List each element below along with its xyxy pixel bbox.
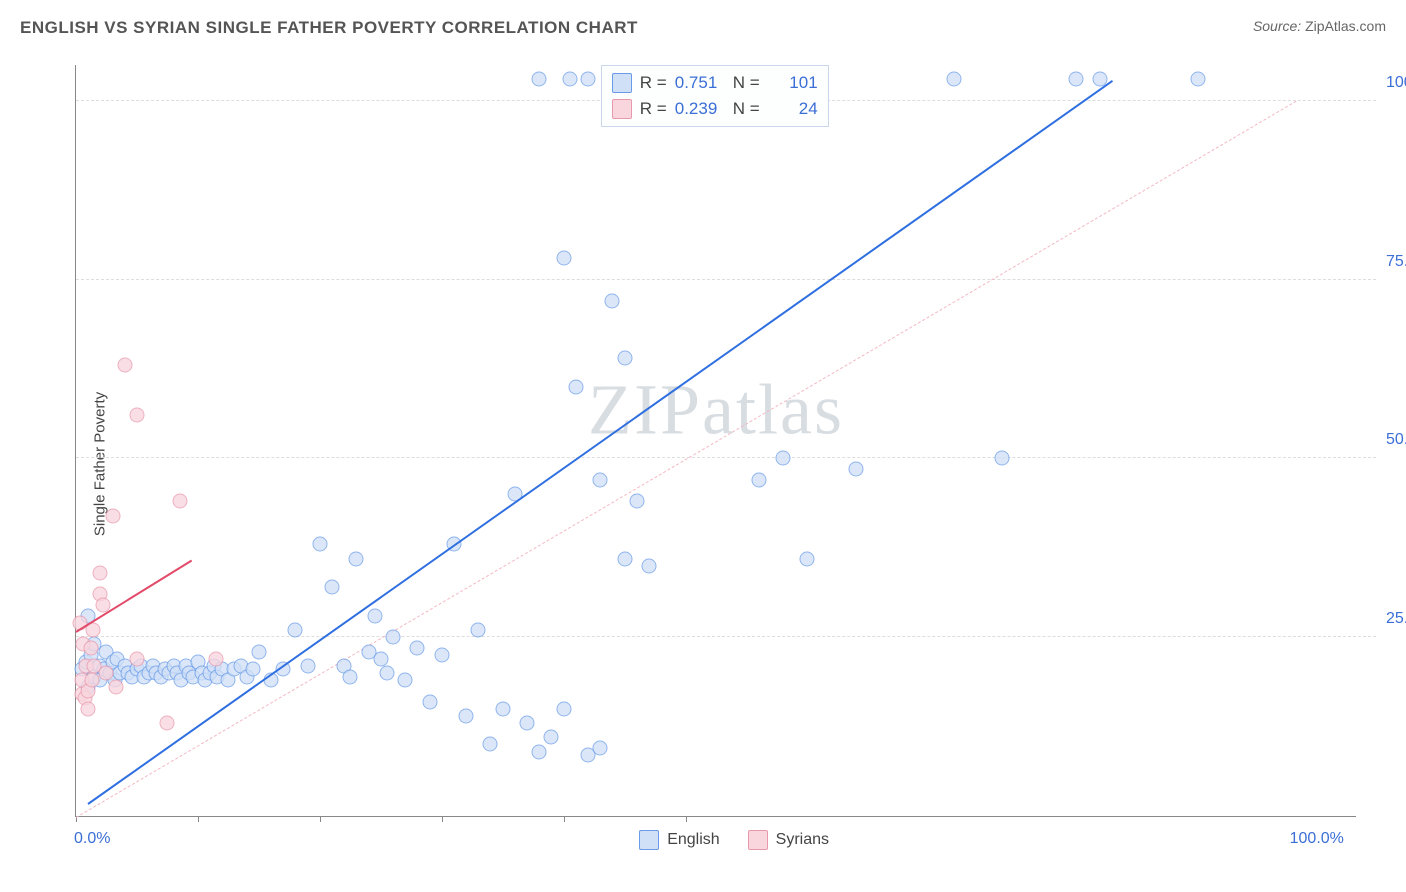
scatter-point-english [398, 673, 413, 688]
gridline [76, 457, 1376, 458]
series-legend: English Syrians [639, 830, 829, 850]
scatter-point-english [544, 730, 559, 745]
legend-r-label: R = [640, 73, 667, 93]
x-tick-mark [442, 816, 443, 822]
scatter-point-english [581, 72, 596, 87]
legend-r-label: R = [640, 99, 667, 119]
x-tick-mark [198, 816, 199, 822]
scatter-point-english [251, 644, 266, 659]
scatter-point-english [471, 623, 486, 638]
scatter-point-english [373, 651, 388, 666]
y-tick-label: 50.0% [1376, 431, 1406, 449]
scatter-point-english [593, 741, 608, 756]
x-tick-mark [320, 816, 321, 822]
scatter-point-syrians [105, 508, 120, 523]
scatter-point-syrians [84, 673, 99, 688]
scatter-point-english [568, 379, 583, 394]
legend-n-label: N = [733, 99, 760, 119]
gridline [76, 279, 1376, 280]
scatter-point-english [349, 551, 364, 566]
series-legend-item-syrians: Syrians [748, 830, 829, 850]
identity-dashline [76, 101, 1296, 818]
series-legend-label: Syrians [776, 831, 829, 849]
scatter-point-english [556, 251, 571, 266]
scatter-point-english [288, 623, 303, 638]
series-legend-item-english: English [639, 830, 719, 850]
scatter-point-english [312, 537, 327, 552]
series-legend-label: English [667, 831, 719, 849]
scatter-point-english [483, 737, 498, 752]
legend-row-english: R = 0.751 N = 101 [612, 70, 818, 96]
scatter-point-syrians [81, 701, 96, 716]
scatter-point-english [532, 744, 547, 759]
y-tick-label: 25.0% [1376, 610, 1406, 628]
scatter-point-english [556, 701, 571, 716]
legend-swatch [748, 830, 768, 850]
scatter-point-syrians [172, 494, 187, 509]
source-value: ZipAtlas.com [1305, 18, 1386, 34]
legend-row-syrians: R = 0.239 N = 24 [612, 96, 818, 122]
scatter-point-english [325, 580, 340, 595]
scatter-point-english [367, 608, 382, 623]
scatter-point-english [300, 658, 315, 673]
scatter-point-english [459, 708, 474, 723]
scatter-point-syrians [209, 651, 224, 666]
legend-n-value: 24 [768, 99, 818, 119]
scatter-point-english [1068, 72, 1083, 87]
scatter-point-english [520, 716, 535, 731]
source-attribution: Source: ZipAtlas.com [1253, 18, 1386, 34]
scatter-point-english [617, 351, 632, 366]
scatter-point-syrians [129, 651, 144, 666]
legend-swatch [612, 73, 632, 93]
legend-n-value: 101 [768, 73, 818, 93]
scatter-point-english [379, 665, 394, 680]
source-label: Source: [1253, 18, 1301, 34]
scatter-point-english [562, 72, 577, 87]
scatter-point-english [385, 630, 400, 645]
scatter-point-english [495, 701, 510, 716]
legend-r-value: 0.239 [675, 99, 725, 119]
watermark: ZIPatlas [588, 369, 844, 452]
scatter-point-english [629, 494, 644, 509]
scatter-point-english [751, 472, 766, 487]
scatter-point-english [245, 662, 260, 677]
scatter-point-syrians [99, 665, 114, 680]
scatter-point-english [849, 462, 864, 477]
y-tick-label: 75.0% [1376, 253, 1406, 271]
scatter-point-syrians [160, 716, 175, 731]
scatter-point-syrians [93, 565, 108, 580]
scatter-point-english [776, 451, 791, 466]
scatter-point-english [343, 669, 358, 684]
scatter-point-english [434, 648, 449, 663]
scatter-plot: ZIPatlas 25.0%50.0%75.0%100.0%0.0%100.0%… [75, 65, 1356, 817]
legend-swatch [612, 99, 632, 119]
scatter-point-syrians [109, 680, 124, 695]
scatter-point-english [532, 72, 547, 87]
y-tick-label: 100.0% [1376, 74, 1406, 92]
scatter-point-english [422, 694, 437, 709]
legend-swatch [639, 830, 659, 850]
chart-title: ENGLISH VS SYRIAN SINGLE FATHER POVERTY … [20, 18, 638, 37]
scatter-point-english [641, 558, 656, 573]
legend-n-label: N = [733, 73, 760, 93]
fit-line-english [88, 80, 1114, 805]
legend-r-value: 0.751 [675, 73, 725, 93]
gridline [76, 636, 1376, 637]
scatter-point-syrians [83, 640, 98, 655]
scatter-point-english [593, 472, 608, 487]
scatter-point-english [605, 294, 620, 309]
x-tick-mark [564, 816, 565, 822]
x-tick-label: 100.0% [1290, 830, 1344, 848]
correlation-legend: R = 0.751 N = 101 R = 0.239 N = 24 [601, 65, 829, 127]
scatter-point-syrians [129, 408, 144, 423]
scatter-point-english [946, 72, 961, 87]
scatter-point-syrians [117, 358, 132, 373]
scatter-point-english [800, 551, 815, 566]
x-tick-mark [686, 816, 687, 822]
x-tick-label: 0.0% [74, 830, 110, 848]
scatter-point-english [410, 640, 425, 655]
scatter-point-english [617, 551, 632, 566]
scatter-point-english [1190, 72, 1205, 87]
scatter-point-english [995, 451, 1010, 466]
